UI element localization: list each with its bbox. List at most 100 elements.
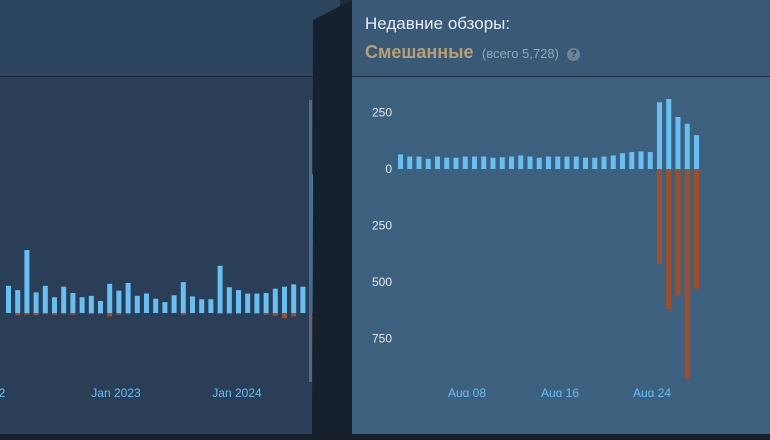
bar-positive-24[interactable] [226, 287, 232, 313]
bar-positive-8[interactable] [472, 156, 477, 169]
bar-positive-31[interactable] [684, 123, 690, 169]
bar-positive-4[interactable] [435, 156, 440, 169]
bar-negative-13[interactable] [125, 313, 131, 315]
bar-positive-4[interactable] [42, 285, 48, 313]
bar-negative-29[interactable] [666, 169, 672, 310]
bar-positive-21[interactable] [592, 157, 598, 169]
bar-positive-32[interactable] [694, 135, 699, 169]
bar-negative-13[interactable] [518, 169, 524, 170]
bar-positive-9[interactable] [481, 156, 487, 169]
bar-negative-23[interactable] [217, 313, 223, 315]
bar-positive-13[interactable] [518, 155, 524, 169]
bar-negative-19[interactable] [180, 313, 186, 315]
bar-negative-33[interactable] [309, 313, 315, 382]
bar-positive-17[interactable] [162, 302, 168, 313]
bar-positive-0[interactable] [6, 285, 11, 313]
help-icon[interactable]: ? [567, 48, 581, 61]
bar-negative-6[interactable] [61, 313, 67, 315]
bar-positive-5[interactable] [444, 157, 450, 169]
zoom-range-indicator[interactable] [309, 100, 312, 382]
bar-positive-1[interactable] [407, 156, 413, 169]
bar-positive-32[interactable] [300, 286, 306, 313]
bar-negative-3[interactable] [33, 313, 39, 316]
bar-negative-28[interactable] [657, 169, 662, 264]
bar-negative-10[interactable] [98, 313, 103, 315]
bar-positive-3[interactable] [425, 158, 431, 169]
bar-positive-5[interactable] [52, 297, 57, 313]
bar-negative-12[interactable] [116, 313, 122, 315]
bar-positive-16[interactable] [546, 156, 551, 169]
bar-positive-10[interactable] [98, 300, 103, 313]
bar-positive-3[interactable] [33, 292, 39, 313]
bar-positive-30[interactable] [675, 117, 681, 169]
bar-negative-7[interactable] [70, 313, 76, 315]
bar-negative-32[interactable] [694, 169, 699, 289]
bar-negative-1[interactable] [15, 313, 21, 316]
bar-positive-23[interactable] [217, 265, 223, 313]
bar-positive-22[interactable] [208, 299, 214, 313]
bar-negative-29[interactable] [272, 313, 278, 316]
bar-negative-30[interactable] [282, 313, 287, 319]
overall-reviews-header [0, 0, 340, 77]
bar-positive-25[interactable] [629, 152, 635, 169]
bar-positive-2[interactable] [416, 156, 422, 169]
bar-positive-7[interactable] [462, 156, 468, 169]
bar-positive-27[interactable] [647, 152, 653, 169]
bar-positive-15[interactable] [144, 293, 149, 313]
bar-positive-17[interactable] [555, 156, 561, 169]
bar-positive-15[interactable] [536, 157, 542, 169]
bar-positive-12[interactable] [116, 290, 122, 313]
bar-positive-18[interactable] [564, 156, 570, 169]
bar-positive-19[interactable] [180, 282, 186, 313]
bar-positive-23[interactable] [610, 155, 616, 169]
bar-positive-25[interactable] [236, 290, 241, 313]
bar-positive-30[interactable] [282, 286, 287, 313]
bar-positive-18[interactable] [171, 295, 177, 313]
bar-positive-0[interactable] [398, 154, 403, 169]
bar-negative-24[interactable] [226, 313, 232, 315]
bar-positive-27[interactable] [254, 293, 260, 313]
bar-positive-10[interactable] [490, 157, 496, 169]
recent-reviews-chart[interactable]: 250 0 250 500 750 Aug 08 Aug 16 Aug 24 [352, 77, 770, 397]
bar-positive-26[interactable] [638, 151, 644, 169]
bar-positive-29[interactable] [272, 288, 278, 313]
bar-positive-28[interactable] [263, 292, 269, 313]
bar-positive-14[interactable] [527, 156, 533, 169]
bar-positive-14[interactable] [134, 295, 140, 313]
bar-positive-6[interactable] [61, 286, 67, 313]
bar-negative-30[interactable] [675, 169, 681, 296]
bar-positive-8[interactable] [79, 297, 85, 313]
bar-positive-2[interactable] [24, 250, 30, 313]
bar-positive-12[interactable] [509, 156, 514, 169]
bar-positive-11[interactable] [107, 283, 113, 313]
bar-positive-13[interactable] [125, 282, 131, 313]
bar-positive-33[interactable] [309, 174, 315, 313]
bar-positive-26[interactable] [245, 293, 251, 313]
bar-positive-11[interactable] [499, 157, 505, 169]
bar-positive-28[interactable] [657, 102, 662, 169]
bar-positive-6[interactable] [453, 157, 459, 169]
bar-negative-27[interactable] [254, 313, 260, 315]
bar-negative-5[interactable] [52, 313, 57, 315]
bar-positive-7[interactable] [70, 292, 76, 313]
bar-positive-20[interactable] [583, 157, 588, 169]
bar-positive-9[interactable] [88, 295, 94, 313]
bar-negative-2[interactable] [24, 313, 30, 315]
bar-positive-21[interactable] [199, 299, 205, 313]
bar-positive-19[interactable] [573, 156, 579, 169]
bar-positive-29[interactable] [666, 98, 672, 169]
overall-reviews-chart[interactable]: 2022 Jan 2023 Jan 2024 [0, 77, 340, 397]
bar-positive-16[interactable] [153, 298, 159, 313]
bar-positive-24[interactable] [620, 153, 625, 169]
bar-positive-22[interactable] [601, 156, 607, 169]
bar-positive-31[interactable] [291, 284, 297, 313]
bar-negative-31[interactable] [684, 169, 690, 380]
bar-positive-20[interactable] [190, 296, 195, 313]
bar-negative-4[interactable] [42, 313, 48, 315]
bar-negative-31[interactable] [291, 313, 297, 317]
bar-negative-25[interactable] [236, 313, 241, 315]
bar-positive-1[interactable] [15, 290, 21, 313]
bar-negative-9[interactable] [88, 313, 94, 315]
bar-negative-11[interactable] [107, 313, 113, 317]
bar-negative-28[interactable] [263, 313, 269, 315]
